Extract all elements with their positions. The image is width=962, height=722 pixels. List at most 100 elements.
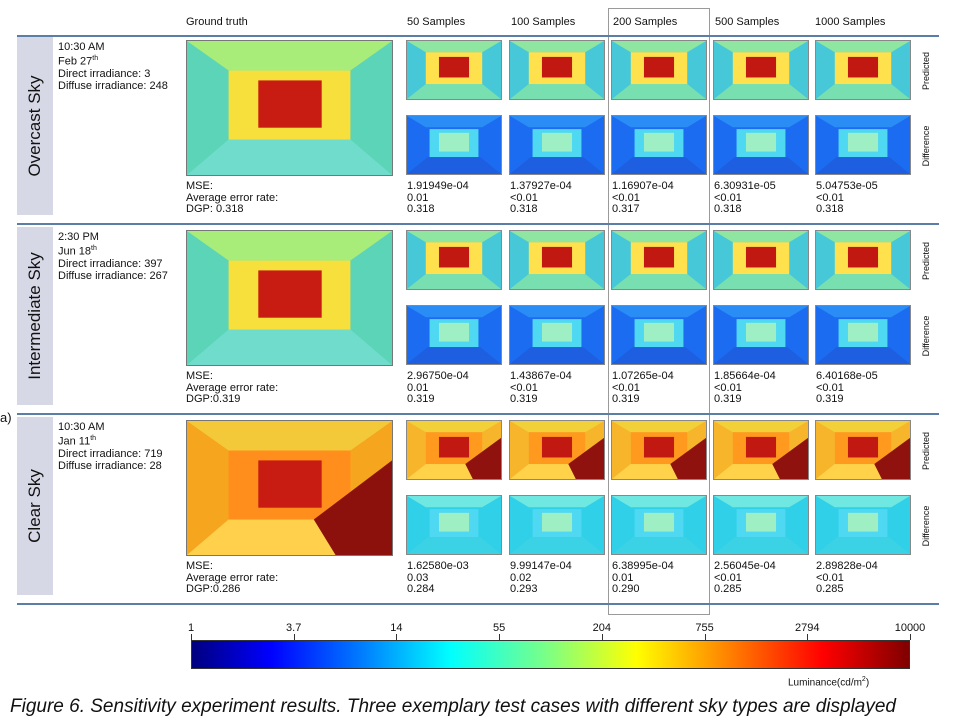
error-rate-value: <0.01 (816, 571, 844, 584)
date-text: Jun 18th (58, 245, 97, 258)
sky-type-text: Overcast Sky (25, 75, 44, 177)
predicted-image (815, 420, 911, 480)
dgp-value: 0.318 (510, 203, 538, 215)
difference-image (611, 305, 707, 365)
dgp-value: 0.284 (407, 583, 435, 595)
stat-label: Average error rate: (186, 191, 279, 204)
dgp-value: 0.318 (407, 203, 435, 215)
sample-stats: 2.89828e-04 <0.01 0.285 (816, 560, 878, 596)
difference-image (815, 305, 911, 365)
divider-line (17, 223, 939, 225)
dgp-value: 0.290 (612, 583, 640, 595)
dgp-value: 0.319 (816, 393, 844, 405)
header-200-samples: 200 Samples (613, 16, 678, 28)
mse-value: 2.56045e-04 (714, 560, 776, 572)
colorbar-tick-mark (294, 634, 295, 640)
difference-image (406, 495, 502, 555)
difference-side-label: Difference (921, 505, 931, 547)
colorbar-tick-label: 14 (390, 622, 403, 634)
dgp-value: 0.285 (714, 583, 742, 595)
error-rate-value: <0.01 (510, 381, 538, 394)
mse-value: 2.89828e-04 (816, 560, 878, 572)
sample-stats: 1.16907e-04 <0.01 0.317 (612, 180, 674, 216)
difference-image (509, 495, 605, 555)
ground-truth-image (186, 40, 393, 176)
dgp-value: 0.285 (816, 583, 844, 595)
mse-value: 1.91949e-04 (407, 180, 469, 192)
date-text: Jan 11th (58, 435, 97, 448)
colorbar-tick-mark (705, 634, 706, 640)
mse-value: 1.37927e-04 (510, 180, 572, 192)
mse-value: 6.40168e-05 (816, 370, 878, 382)
predicted-image (611, 230, 707, 290)
divider-line (17, 35, 939, 37)
diffuse-irradiance-text: Diffuse irradiance: 28 (58, 459, 162, 472)
dgp-value: 0.293 (510, 583, 538, 595)
dgp-value: 0.318 (714, 203, 742, 215)
predicted-side-label: Predicted (921, 241, 931, 281)
ground-truth-stats: MSE: Average error rate: DGP:0.319 (186, 370, 278, 406)
figure-caption: Figure 6. Sensitivity experiment results… (10, 696, 896, 717)
difference-image (509, 115, 605, 175)
sample-stats: 1.37927e-04 <0.01 0.318 (510, 180, 572, 216)
colorbar-tick-mark (499, 634, 500, 640)
condition-info: 2:30 PM Jun 18th Direct irradiance: 397 Dif… (58, 231, 168, 282)
header-500-samples: 500 Samples (715, 16, 780, 28)
header-50-samples: 50 Samples (407, 16, 466, 28)
difference-image (611, 495, 707, 555)
date-text: Feb 27th (58, 55, 99, 68)
sample-stats: 6.30931e-05 <0.01 0.318 (714, 180, 776, 216)
sample-stats: 1.91949e-04 0.01 0.318 (407, 180, 469, 216)
mse-value: 1.85664e-04 (714, 370, 776, 382)
stat-label: MSE: (186, 560, 213, 572)
mse-value: 1.07265e-04 (612, 370, 674, 382)
colorbar-tick-mark (910, 634, 911, 640)
predicted-side-label: Predicted (921, 431, 931, 471)
difference-image (713, 305, 809, 365)
predicted-image (611, 40, 707, 100)
sky-type-label: Intermediate Sky (17, 227, 53, 405)
predicted-image (509, 40, 605, 100)
sample-stats: 1.07265e-04 <0.01 0.319 (612, 370, 674, 406)
time-text: 10:30 AM (58, 421, 105, 433)
difference-image (815, 115, 911, 175)
time-text: 10:30 AM (58, 41, 105, 53)
mse-value: 1.62580e-03 (407, 560, 469, 572)
direct-irradiance-text: Direct irradiance: 719 (58, 447, 163, 460)
header-1000-samples: 1000 Samples (815, 16, 886, 28)
error-rate-value: <0.01 (714, 191, 742, 204)
difference-image (713, 115, 809, 175)
predicted-image (815, 40, 911, 100)
colorbar-tick-mark (807, 634, 808, 640)
diffuse-irradiance-text: Diffuse irradiance: 267 (58, 269, 168, 282)
sky-type-text: Clear Sky (25, 469, 44, 543)
predicted-side-label: Predicted (921, 51, 931, 91)
stat-label: DGP:0.319 (186, 393, 241, 405)
difference-image (815, 495, 911, 555)
highlight-200-samples-box (608, 8, 710, 615)
stat-label: MSE: (186, 370, 213, 382)
colorbar-tick-label: 3.7 (286, 622, 302, 634)
mse-value: 5.04753e-05 (816, 180, 878, 192)
ground-truth-stats: MSE: Average error rate: DGP:0.286 (186, 560, 278, 596)
error-rate-value: <0.01 (714, 381, 742, 394)
colorbar-tick-label: 55 (493, 622, 506, 634)
error-rate-value: <0.01 (816, 191, 844, 204)
stat-label: DGP:0.286 (186, 583, 241, 595)
sky-type-text: Intermediate Sky (25, 252, 44, 380)
predicted-image (509, 230, 605, 290)
header-100-samples: 100 Samples (511, 16, 576, 28)
mse-value: 2.96750e-04 (407, 370, 469, 382)
direct-irradiance-text: Direct irradiance: 3 (58, 67, 151, 80)
error-rate-value: <0.01 (612, 191, 640, 204)
predicted-image (815, 230, 911, 290)
difference-image (406, 305, 502, 365)
mse-value: 9.99147e-04 (510, 560, 572, 572)
difference-image (611, 115, 707, 175)
condition-info: 10:30 AM Jan 11th Direct irradiance: 719 Di… (58, 421, 163, 472)
mse-value: 6.30931e-05 (714, 180, 776, 192)
sky-type-label: Clear Sky (17, 417, 53, 595)
diffuse-irradiance-text: Diffuse irradiance: 248 (58, 79, 168, 92)
mse-value: 1.16907e-04 (612, 180, 674, 192)
divider-line (17, 413, 939, 415)
